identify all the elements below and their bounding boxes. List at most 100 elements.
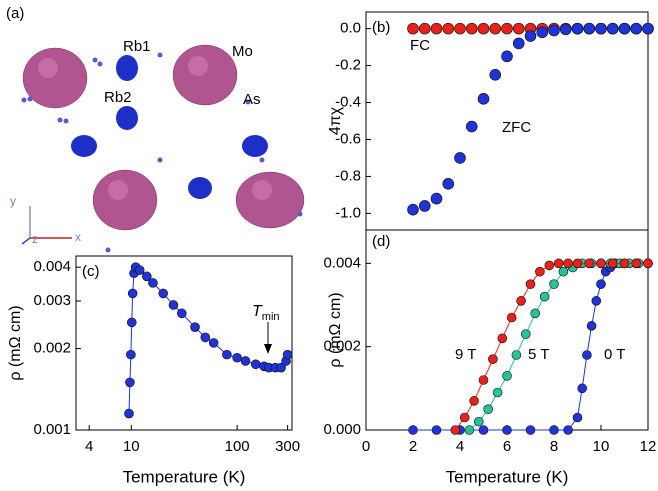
atom-label: Mo (232, 43, 253, 60)
y-tick-label: 0.004 (323, 254, 361, 271)
data-point (454, 22, 466, 35)
data-point (596, 258, 606, 269)
data-point (571, 22, 584, 35)
y-tick-label: 0.0 (340, 20, 361, 37)
data-point (430, 192, 443, 205)
data-point (558, 266, 569, 277)
x-axis-label: Temperature (K) (123, 467, 246, 486)
data-point (177, 308, 187, 319)
series-label: FC (410, 37, 430, 54)
data-point (168, 300, 179, 310)
panel-label: (d) (372, 233, 390, 250)
data-point (450, 425, 461, 435)
data-point (200, 332, 211, 343)
data-point (548, 24, 560, 37)
data-point (631, 258, 642, 269)
data-point (618, 22, 631, 35)
data-point (477, 22, 490, 35)
series-label: 9 T (455, 346, 476, 363)
data-point (501, 50, 513, 63)
series-label: 5 T (528, 346, 549, 363)
data-point (630, 22, 643, 35)
data-point (572, 412, 583, 423)
x-axis-label: Temperature (K) (446, 467, 569, 486)
x-tick-label: 6 (503, 438, 511, 455)
data-point (577, 383, 588, 394)
data-point (126, 349, 136, 360)
data-point (563, 258, 573, 269)
data-point (489, 22, 502, 35)
y-tick-label: -0.6 (335, 130, 361, 147)
y-axis-label: ρ (mΩ cm) (327, 292, 344, 367)
y-tick-label: 0.000 (323, 421, 361, 438)
data-point (141, 271, 152, 282)
data-point (454, 152, 466, 164)
data-point (124, 408, 134, 419)
data-point (148, 278, 158, 288)
plot-frame (75, 255, 293, 431)
y-tick-label: -0.4 (335, 93, 361, 110)
data-point (127, 288, 138, 299)
data-point (530, 308, 541, 319)
data-point (525, 425, 536, 435)
data-point (465, 120, 478, 133)
data-point (126, 317, 137, 328)
atom-label: Rb2 (104, 89, 132, 106)
y-tick-label: -0.8 (335, 167, 361, 184)
data-point (536, 26, 549, 39)
panel-label: (c) (82, 263, 100, 280)
y-axis-label: ρ (mΩ cm) (7, 305, 24, 380)
y-tick-label: 0.003 (33, 292, 71, 309)
data-point (408, 425, 418, 435)
series-label: ZFC (502, 119, 531, 136)
atom-label: As (243, 91, 261, 108)
data-point (643, 258, 653, 269)
x-tick-label: 300 (275, 438, 300, 455)
data-point (520, 329, 531, 339)
data-point (442, 22, 455, 35)
data-point (553, 258, 564, 269)
data-point (582, 350, 592, 360)
data-point (465, 22, 478, 35)
x-tick-label: 4 (456, 438, 464, 455)
data-point (478, 375, 489, 385)
data-point (190, 322, 200, 332)
data-point (586, 321, 597, 331)
series-label: 0 T (604, 346, 625, 363)
data-point (607, 258, 618, 269)
data-point (442, 178, 455, 190)
data-point (418, 22, 431, 35)
data-point (572, 258, 583, 269)
data-point (418, 200, 431, 212)
x-tick-label: 0 (362, 438, 370, 455)
data-point (596, 279, 606, 289)
y-tick-label: 0.002 (323, 338, 361, 355)
x-tick-label: 100 (225, 438, 250, 455)
annotation-main: T (252, 303, 263, 320)
data-point (583, 22, 596, 35)
y-axis-label: 4πχ (327, 106, 344, 135)
x-tick-label: 10 (593, 438, 610, 455)
data-point (282, 349, 293, 360)
x-tick-label: 12 (640, 438, 657, 455)
data-point (539, 291, 550, 302)
annotation-sub: min (262, 311, 280, 323)
data-point (477, 93, 490, 105)
data-point (478, 425, 489, 435)
data-point (549, 425, 559, 435)
data-point (535, 266, 545, 277)
annotation-arrowhead (264, 344, 272, 354)
data-point (407, 203, 419, 216)
data-point (501, 22, 513, 35)
data-point (232, 352, 242, 363)
data-point (563, 425, 573, 435)
data-point (222, 349, 232, 360)
data-point (125, 377, 135, 388)
data-point (469, 396, 479, 406)
data-point (524, 30, 537, 42)
data-point (473, 416, 484, 427)
axis-letter: x (75, 230, 81, 244)
data-point (407, 22, 419, 35)
axis-letter: z (32, 232, 38, 246)
crystal-structure: (a) Rb1 Mo Rb2 As y z x (6, 5, 305, 253)
